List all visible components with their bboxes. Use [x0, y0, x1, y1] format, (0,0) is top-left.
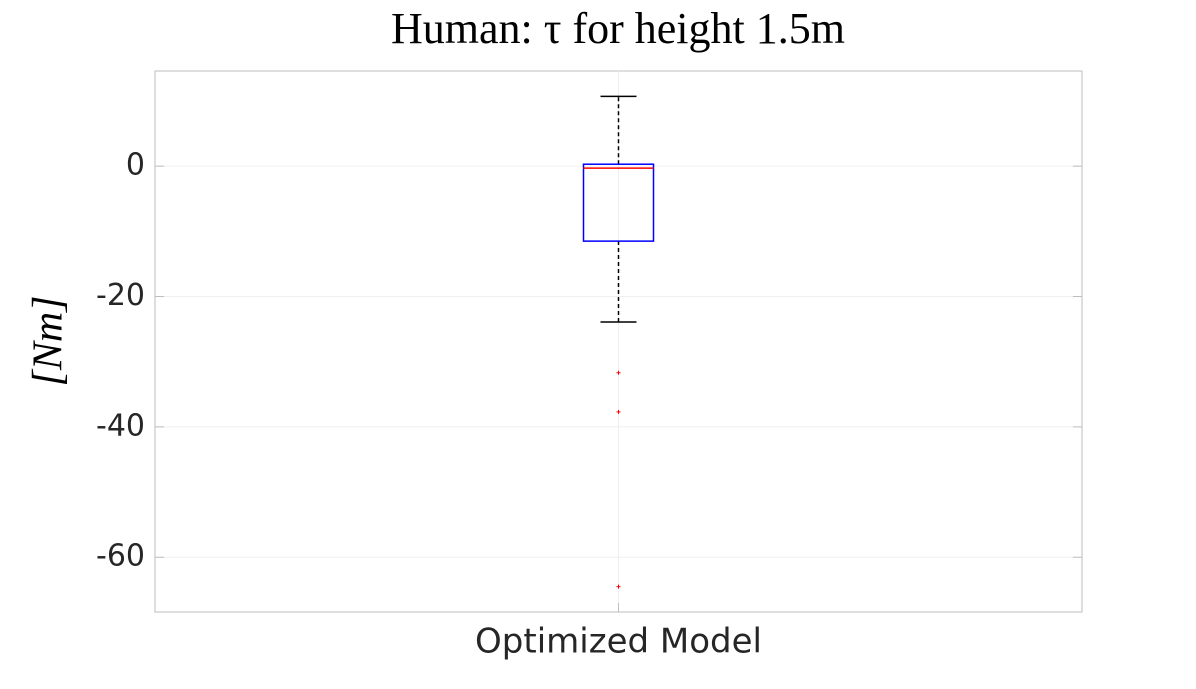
y-axis-label: [Nm]	[26, 295, 72, 386]
x-tick-label: Optimized Model	[475, 622, 762, 662]
outlier	[616, 584, 621, 589]
box	[582, 163, 655, 242]
y-tick-label: 0	[126, 148, 145, 183]
outlier	[616, 370, 621, 375]
y-tick-label: -60	[96, 539, 145, 574]
chart-title: Human: τ for height 1.5m	[391, 4, 845, 53]
y-tick-label: -20	[96, 278, 145, 313]
outlier	[616, 409, 621, 414]
y-tick-label: -40	[96, 408, 145, 443]
